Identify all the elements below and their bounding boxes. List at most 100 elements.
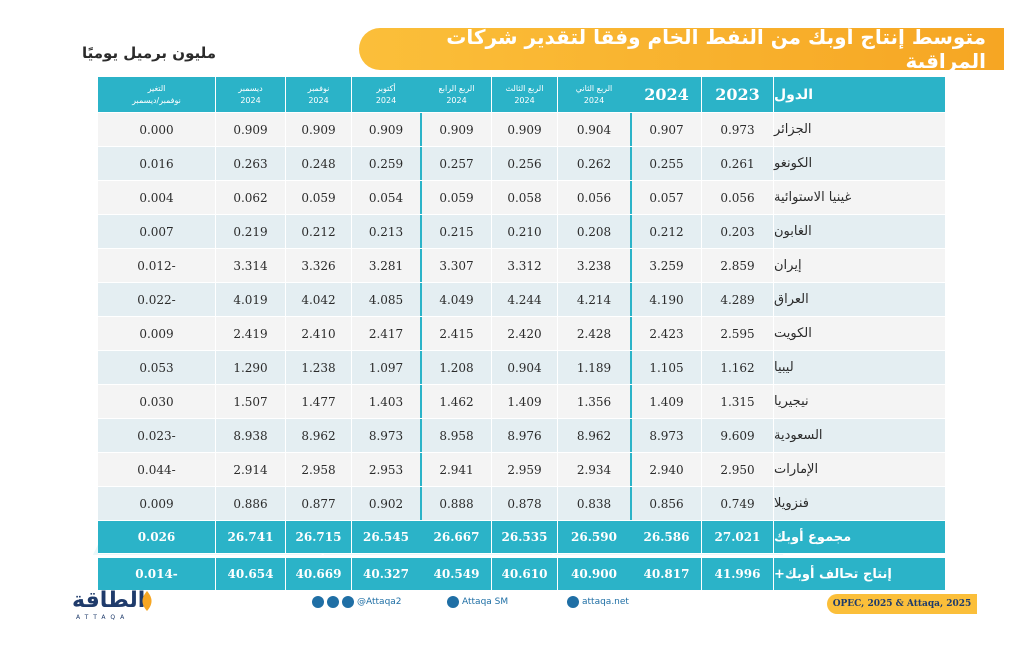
cell-y2023: 0.203 (702, 215, 774, 248)
total-cell-nov: 40.669 (286, 558, 352, 590)
cell-change: 0.053 (98, 351, 216, 384)
cell-change: 0.023- (98, 419, 216, 452)
total-cell-q2: 26.590 (558, 521, 632, 553)
cell-country: الكويت (774, 317, 946, 350)
header-nov-sub: 2024 (308, 95, 329, 105)
header-q2-sub: 2024 (583, 95, 605, 105)
cell-q4: 2.941 (422, 453, 492, 486)
cell-country: السعودية (774, 419, 946, 452)
cell-nov: 3.326 (286, 249, 352, 282)
cell-y2023: 2.859 (702, 249, 774, 282)
cell-change: 0.004 (98, 181, 216, 214)
cell-change: 0.009 (98, 317, 216, 350)
page-title: متوسط إنتاج أوبك من النفط الخام وفقا لتق… (446, 25, 986, 73)
cell-dec: 8.938 (216, 419, 286, 452)
cell-q2: 0.208 (558, 215, 632, 248)
table-row: 0.053 1.290 1.238 1.097 1.208 0.904 1.189 1.105… (98, 351, 946, 385)
cell-oct: 8.973 (352, 419, 422, 452)
cell-country: الجزائر (774, 113, 946, 146)
cell-y2023: 0.749 (702, 487, 774, 520)
cell-nov: 2.958 (286, 453, 352, 486)
cell-oct: 0.213 (352, 215, 422, 248)
cell-q4: 0.909 (422, 113, 492, 146)
cell-y2023: 0.056 (702, 181, 774, 214)
attaqa-logo: الطاقة (72, 588, 146, 613)
table-row: 0.030 1.507 1.477 1.403 1.462 1.409 1.356 1.409… (98, 385, 946, 419)
table-row: 0.000 0.909 0.909 0.909 0.909 0.909 0.904 0.907… (98, 113, 946, 147)
cell-nov: 4.042 (286, 283, 352, 316)
total-cell-nov: 26.715 (286, 521, 352, 553)
cell-q3: 0.909 (492, 113, 558, 146)
header-nov: نوفمبر 2024 (286, 77, 352, 112)
table-row: 0.004 0.062 0.059 0.054 0.059 0.058 0.056 0.057… (98, 181, 946, 215)
header-oct-sub: 2024 (375, 95, 397, 105)
cell-dec: 3.314 (216, 249, 286, 282)
cell-q3: 2.420 (492, 317, 558, 350)
cell-y2024: 8.973 (632, 419, 702, 452)
website-link: attaqa.net (567, 596, 629, 608)
header-country: الدول (774, 77, 946, 112)
table-row: 0.016 0.263 0.248 0.259 0.257 0.256 0.262 0.255… (98, 147, 946, 181)
cell-nov: 0.877 (286, 487, 352, 520)
total-cell-dec: 40.654 (216, 558, 286, 590)
cell-country: العراق (774, 283, 946, 316)
cell-dec: 0.219 (216, 215, 286, 248)
cell-q3: 0.878 (492, 487, 558, 520)
cell-dec: 1.507 (216, 385, 286, 418)
cell-y2024: 1.409 (632, 385, 702, 418)
cell-nov: 0.909 (286, 113, 352, 146)
unit-label: مليون برميل يوميًا (82, 44, 217, 62)
table-row: 0.022- 4.019 4.042 4.085 4.049 4.244 4.214 4.19… (98, 283, 946, 317)
cell-q4: 0.257 (422, 147, 492, 180)
cell-change: 0.007 (98, 215, 216, 248)
youtube-icon (447, 596, 459, 608)
header-q4: الربع الرابع 2024 (422, 77, 492, 112)
total-row: 0.014- 40.654 40.669 40.327 40.549 40.610 40.9… (98, 558, 946, 591)
cell-y2023: 1.315 (702, 385, 774, 418)
cell-q2: 1.356 (558, 385, 632, 418)
cell-q3: 2.959 (492, 453, 558, 486)
header-q3-label: الربع الثالث (505, 83, 544, 93)
cell-y2024: 0.907 (632, 113, 702, 146)
header-oct-label: أكتوبر (376, 83, 396, 93)
footer: الطاقة ATTAQA @Attaqa2 Attaqa SM attaqa.… (12, 588, 1012, 624)
instagram-icon (327, 596, 339, 608)
header-change: التغير نوفمبر/ديسمبر (98, 77, 216, 112)
total-cell-y2024: 26.586 (632, 521, 702, 553)
header-row: التغير نوفمبر/ديسمبر ديسمبر 2024 نوفمبر 2024 أ… (98, 77, 946, 113)
cell-change: 0.044- (98, 453, 216, 486)
cell-q3: 8.976 (492, 419, 558, 452)
cell-dec: 1.290 (216, 351, 286, 384)
production-table: التغير نوفمبر/ديسمبر ديسمبر 2024 نوفمبر 2024 أ… (98, 77, 946, 591)
cell-dec: 2.419 (216, 317, 286, 350)
cell-change: 0.012- (98, 249, 216, 282)
table-row: 0.009 0.886 0.877 0.902 0.888 0.878 0.838 0.856… (98, 487, 946, 521)
cell-oct: 1.403 (352, 385, 422, 418)
cell-country: الإمارات (774, 453, 946, 486)
source-note: OPEC, 2025 & Attaqa, 2025 (827, 594, 977, 614)
header-q4-sub: 2024 (446, 95, 467, 105)
header-nov-label: نوفمبر (307, 83, 330, 93)
total-cell-q4: 26.667 (422, 521, 492, 553)
cell-y2024: 2.940 (632, 453, 702, 486)
total-cell-change: 0.026 (98, 521, 216, 553)
cell-y2024: 1.105 (632, 351, 702, 384)
cell-y2023: 2.595 (702, 317, 774, 350)
header-y2024: 2024 (632, 77, 702, 112)
cell-y2024: 0.856 (632, 487, 702, 520)
cell-oct: 0.054 (352, 181, 422, 214)
cell-q4: 0.888 (422, 487, 492, 520)
total-cell-y2023: 27.021 (702, 521, 774, 553)
header-dec: ديسمبر 2024 (216, 77, 286, 112)
cell-q4: 1.462 (422, 385, 492, 418)
cell-oct: 2.953 (352, 453, 422, 486)
cell-oct: 0.259 (352, 147, 422, 180)
cell-q2: 0.056 (558, 181, 632, 214)
total-cell-change: 0.014- (98, 558, 216, 590)
flame-icon (142, 591, 152, 611)
header-q2: الربع الثاني 2024 (558, 77, 632, 112)
cell-dec: 0.263 (216, 147, 286, 180)
header-dec-label: ديسمبر (238, 83, 263, 93)
cell-country: الغابون (774, 215, 946, 248)
cell-country: غينيا الاستوائية (774, 181, 946, 214)
